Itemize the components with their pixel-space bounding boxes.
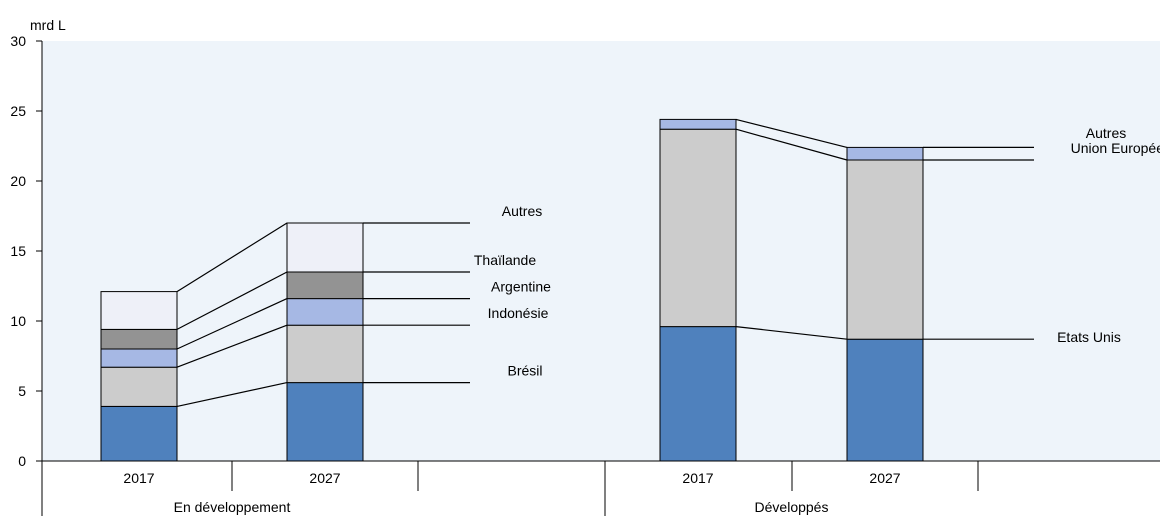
- y-tick-label: 30: [10, 33, 26, 49]
- series-label: Autres: [1086, 125, 1126, 141]
- series-label: Indonésie: [488, 305, 549, 321]
- series-label: Etats Unis: [1057, 329, 1121, 345]
- y-tick-label: 10: [10, 313, 26, 329]
- bar-developpes-2027-etats-unis: [846, 338, 924, 462]
- bar-en-developpement-2027-argentine: [286, 298, 364, 326]
- bar-en-developpement-2027-bresil: [286, 382, 364, 462]
- y-axis-unit: mrd L: [30, 17, 66, 33]
- group-label: Développés: [755, 499, 829, 515]
- bar-en-developpement-2017-indonesie: [100, 366, 178, 407]
- connector-line: [735, 118, 848, 148]
- bar-en-developpement-2017-bresil: [100, 405, 178, 462]
- bar-developpes-2027-union-europeenne: [846, 159, 924, 340]
- series-label: Autres: [502, 203, 542, 219]
- connector-line: [176, 222, 288, 293]
- bar-en-developpement-2017-autres: [100, 291, 178, 330]
- series-label: Union Européenne: [1071, 140, 1160, 156]
- connector-line: [176, 382, 288, 407]
- bar-en-developpement-2027-thailande: [286, 271, 364, 300]
- bar-developpes-2017-union-europeenne: [659, 128, 737, 328]
- series-label: Argentine: [491, 279, 551, 295]
- bar-en-developpement-2027-indonesie: [286, 324, 364, 384]
- y-tick-label: 15: [10, 243, 26, 259]
- x-tick-label: 2027: [869, 470, 900, 486]
- plot-area: [42, 41, 1160, 461]
- bar-en-developpement-2027-autres: [286, 222, 364, 273]
- bar-en-developpement-2017-thailande: [100, 328, 178, 350]
- connector-line: [176, 271, 288, 330]
- group-label: En développement: [174, 499, 291, 515]
- x-tick-label: 2017: [123, 470, 154, 486]
- connector-line: [176, 298, 288, 350]
- y-tick-label: 0: [18, 453, 26, 469]
- bar-developpes-2027-autres: [846, 146, 924, 161]
- x-tick-label: 2017: [682, 470, 713, 486]
- y-tick-label: 25: [10, 103, 26, 119]
- bar-en-developpement-2017-argentine: [100, 348, 178, 368]
- connector-line: [735, 326, 848, 340]
- connector-line: [735, 128, 848, 161]
- y-tick-label: 5: [18, 383, 26, 399]
- bar-developpes-2017-autres: [659, 118, 737, 130]
- series-label: Brésil: [507, 363, 542, 379]
- connector-line: [176, 324, 288, 368]
- series-label: Thaïlande: [474, 252, 536, 268]
- y-tick-label: 20: [10, 173, 26, 189]
- bar-developpes-2017-etats-unis: [659, 326, 737, 462]
- x-tick-label: 2027: [309, 470, 340, 486]
